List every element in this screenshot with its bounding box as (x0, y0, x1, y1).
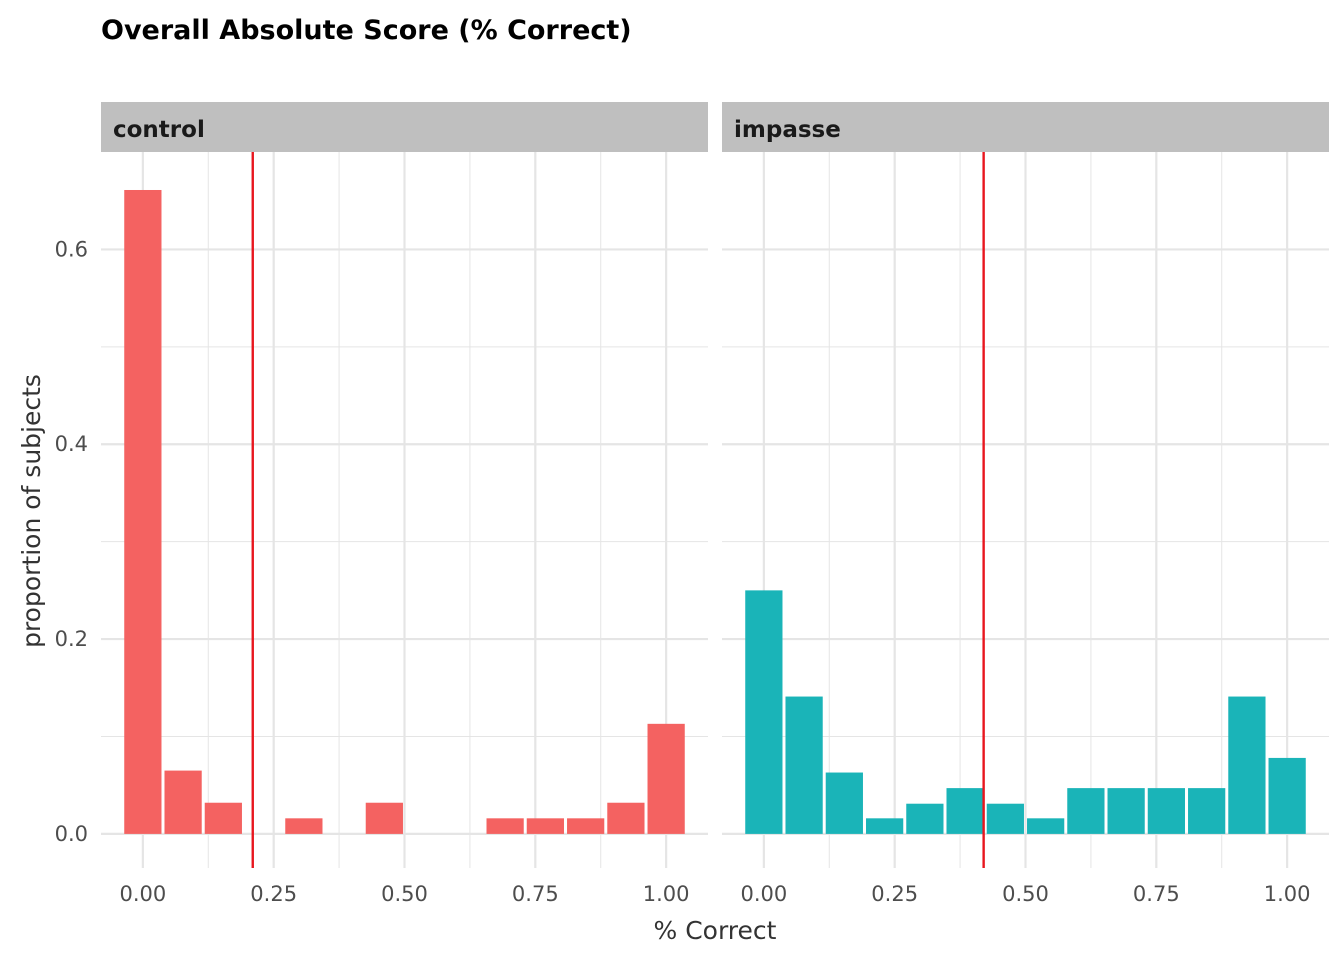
grid-control (101, 152, 708, 868)
bar-impasse (1228, 696, 1266, 834)
bar-impasse (866, 818, 904, 834)
y-tick-labels: 0.0 0.2 0.4 0.6 (55, 237, 88, 845)
strip-control (101, 102, 708, 152)
bar-impasse (785, 696, 823, 834)
chart-title: Overall Absolute Score (% Correct) (101, 15, 632, 46)
bar-control (567, 818, 605, 834)
bar-control (164, 770, 202, 834)
x-axis-title: % Correct (654, 916, 777, 945)
bar-impasse (745, 590, 783, 834)
bar-impasse (1027, 818, 1065, 834)
x-tick-label: 0.50 (381, 882, 428, 906)
y-tick-label: 0.4 (55, 432, 88, 456)
bar-control (204, 802, 242, 834)
bar-impasse (1268, 757, 1306, 834)
bar-impasse (906, 803, 944, 834)
y-tick-label: 0.6 (55, 237, 88, 261)
bar-control (124, 189, 162, 834)
x-tick-label: 1.00 (643, 882, 690, 906)
bar-control (647, 723, 685, 834)
y-axis-title: proportion of subjects (17, 374, 46, 648)
bar-control (607, 802, 645, 834)
x-tick-label: 1.00 (1264, 882, 1311, 906)
bar-control (285, 818, 323, 834)
bar-control (365, 802, 403, 834)
panel-impasse: impasse 0.00 0.25 0.50 0.75 1.00 (722, 102, 1329, 906)
panel-control: control 0.00 0.25 0.50 0.75 1.00 (101, 102, 708, 906)
y-tick-label: 0.0 (55, 822, 88, 846)
strip-label-impasse: impasse (734, 117, 841, 143)
x-tick-label: 0.00 (740, 882, 787, 906)
bar-impasse (946, 788, 984, 834)
bars-control (124, 189, 685, 834)
x-tick-label: 0.00 (119, 882, 166, 906)
x-tick-labels-control: 0.00 0.25 0.50 0.75 1.00 (119, 882, 689, 906)
bar-impasse (1107, 788, 1145, 834)
bar-impasse (1067, 788, 1105, 834)
x-tick-label: 0.25 (871, 882, 918, 906)
bar-impasse (1147, 788, 1185, 834)
y-tick-label: 0.2 (55, 627, 88, 651)
bar-control (486, 818, 524, 834)
bars-impasse (745, 590, 1306, 834)
x-tick-label: 0.75 (1133, 882, 1180, 906)
strip-impasse (722, 102, 1329, 152)
bar-impasse (825, 772, 863, 834)
x-tick-label: 0.75 (512, 882, 559, 906)
bar-control (526, 818, 564, 834)
bar-impasse (1188, 788, 1226, 834)
x-tick-label: 0.25 (250, 882, 297, 906)
strip-label-control: control (113, 117, 205, 143)
x-tick-label: 0.50 (1002, 882, 1049, 906)
bar-impasse (986, 803, 1024, 834)
x-tick-labels-impasse: 0.00 0.25 0.50 0.75 1.00 (740, 882, 1310, 906)
